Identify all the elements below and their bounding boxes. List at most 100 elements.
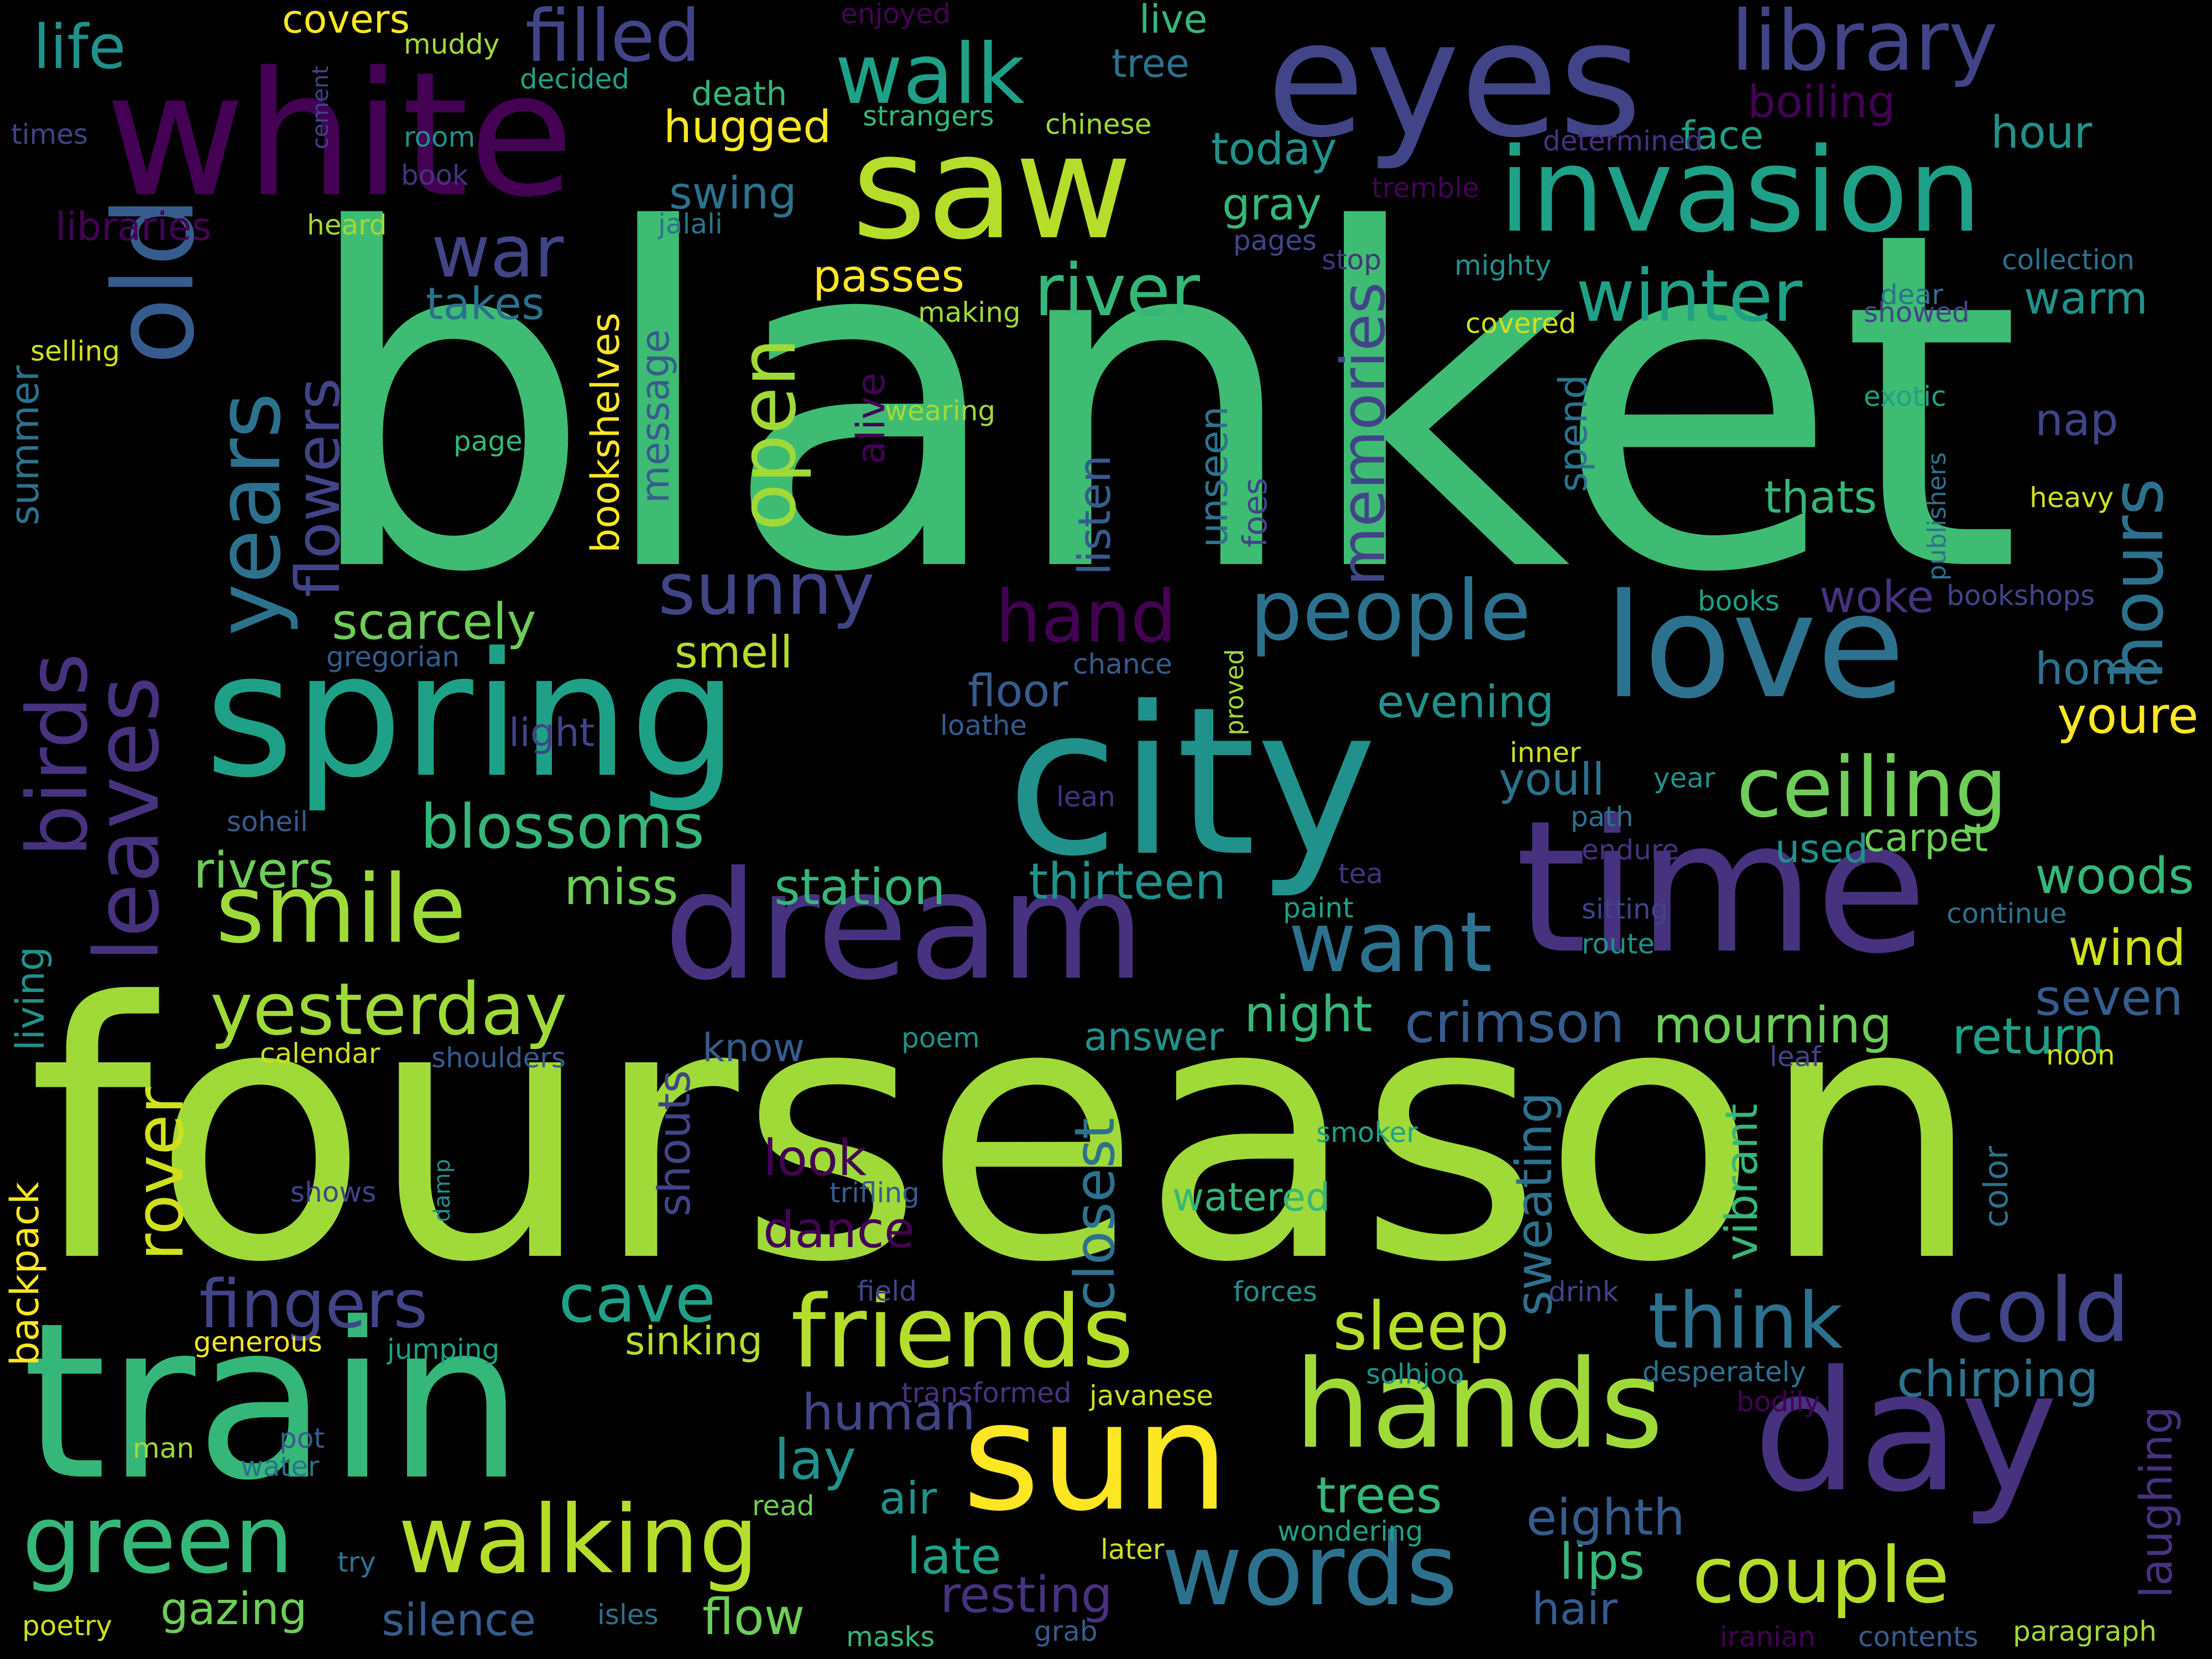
word-cement: cement xyxy=(308,65,333,149)
word-city: city xyxy=(1006,664,1378,901)
word-endure: endure xyxy=(1582,834,1679,866)
word-sleep: sleep xyxy=(1333,1288,1510,1365)
word-cold: cold xyxy=(1947,1259,2130,1362)
word-sitting: sitting xyxy=(1582,893,1668,925)
word-inner: inner xyxy=(1510,737,1581,769)
word-passes: passes xyxy=(813,251,965,302)
word-closest: closest xyxy=(1062,1118,1127,1311)
word-dance: dance xyxy=(763,1201,915,1259)
word-years: years xyxy=(197,392,300,636)
word-covers: covers xyxy=(282,0,410,42)
word-route: route xyxy=(1582,928,1655,960)
word-people: people xyxy=(1250,563,1531,659)
word-death: death xyxy=(691,75,787,113)
word-war: war xyxy=(431,210,564,294)
word-tree: tree xyxy=(1112,41,1190,86)
word-jumping: jumping xyxy=(387,1333,500,1365)
word-dream: dream xyxy=(664,839,1146,1013)
word-warm: warm xyxy=(2024,273,2148,324)
word-determined: determined xyxy=(1543,125,1703,157)
word-field: field xyxy=(857,1275,917,1307)
word-chance: chance xyxy=(1073,648,1172,680)
word-collection: collection xyxy=(2002,244,2135,276)
word-covered: covered xyxy=(1465,307,1577,340)
word-return: return xyxy=(1952,1008,2105,1066)
word-page: page xyxy=(453,425,523,457)
word-message: message xyxy=(633,329,678,503)
word-home: home xyxy=(2035,643,2161,695)
word-stop: stop xyxy=(1322,244,1381,276)
word-bodily: bodily xyxy=(1736,1386,1820,1418)
word-blossoms: blossoms xyxy=(420,791,705,862)
word-isles: isles xyxy=(597,1599,659,1631)
word-watered: watered xyxy=(1172,1175,1331,1220)
word-libraries: libraries xyxy=(55,204,212,249)
word-train: train xyxy=(22,1276,524,1527)
word-spring: spring xyxy=(205,616,739,816)
word-youll: youll xyxy=(1499,754,1605,805)
word-words: words xyxy=(1161,1512,1458,1628)
word-station: station xyxy=(774,858,946,916)
word-spend: spend xyxy=(1551,374,1596,492)
word-leaf: leaf xyxy=(1770,1041,1821,1073)
word-used: used xyxy=(1775,826,1869,872)
word-boiling: boiling xyxy=(1747,76,1896,128)
word-river: river xyxy=(1034,248,1200,332)
word-yesterday: yesterday xyxy=(210,967,567,1051)
word-nap: nap xyxy=(2035,394,2119,446)
word-shows: shows xyxy=(290,1176,377,1208)
word-today: today xyxy=(1211,123,1337,175)
word-selling: selling xyxy=(30,335,120,367)
word-year: year xyxy=(1653,762,1715,794)
word-love: love xyxy=(1604,564,1906,731)
word-smoker: smoker xyxy=(1316,1117,1418,1149)
word-mighty: mighty xyxy=(1454,249,1552,281)
word-chinese: chinese xyxy=(1045,108,1152,140)
word-wearing: wearing xyxy=(885,395,996,427)
word-light: light xyxy=(509,710,595,755)
word-damp: damp xyxy=(430,1159,455,1222)
word-smell: smell xyxy=(675,627,793,678)
word-javanese: javanese xyxy=(1089,1380,1214,1412)
word-vibrant: vibrant xyxy=(1716,1103,1767,1261)
word-hands: hands xyxy=(1294,1334,1663,1475)
word-thirteen: thirteen xyxy=(1029,853,1227,911)
word-eyes: eyes xyxy=(1266,0,1642,173)
word-couple: couple xyxy=(1692,1531,1950,1621)
word-resting: resting xyxy=(940,1566,1113,1624)
word-youre: youre xyxy=(2057,687,2199,745)
word-living: living xyxy=(8,946,53,1051)
word-dear: dear xyxy=(1880,279,1943,311)
word-contents: contents xyxy=(1858,1621,1979,1653)
word-loathe: loathe xyxy=(940,709,1027,742)
word-man: man xyxy=(133,1432,195,1464)
word-winter: winter xyxy=(1576,254,1803,338)
word-floor: floor xyxy=(968,665,1068,717)
word-chirping: chirping xyxy=(1897,1350,2099,1408)
word-masks: masks xyxy=(846,1621,935,1653)
word-paint: paint xyxy=(1283,892,1354,924)
word-saw: saw xyxy=(852,105,1133,272)
word-making: making xyxy=(918,296,1021,328)
word-sunny: sunny xyxy=(658,547,875,631)
word-open: open xyxy=(723,337,813,531)
word-sinking: sinking xyxy=(625,1318,763,1364)
word-hair: hair xyxy=(1532,1583,1618,1635)
word-walking: walking xyxy=(398,1485,759,1595)
word-time: time xyxy=(1515,781,1928,994)
word-walk: walk xyxy=(835,27,1025,123)
word-hand: hand xyxy=(995,575,1176,659)
word-blanket: blanket xyxy=(299,133,2022,674)
word-woods: woods xyxy=(2035,847,2194,905)
word-paragraph: paragraph xyxy=(2013,1615,2157,1647)
word-smile: smile xyxy=(216,855,467,964)
word-carpet: carpet xyxy=(1864,815,1989,860)
word-bookshops: bookshops xyxy=(1947,580,2095,612)
word-late: late xyxy=(907,1527,1001,1585)
word-shouts: shouts xyxy=(649,1070,700,1217)
word-desperately: desperately xyxy=(1642,1356,1807,1388)
word-try: try xyxy=(337,1546,376,1578)
word-cave: cave xyxy=(559,1261,716,1338)
word-trifling: trifling xyxy=(830,1177,920,1209)
word-wondering: wondering xyxy=(1277,1515,1423,1547)
